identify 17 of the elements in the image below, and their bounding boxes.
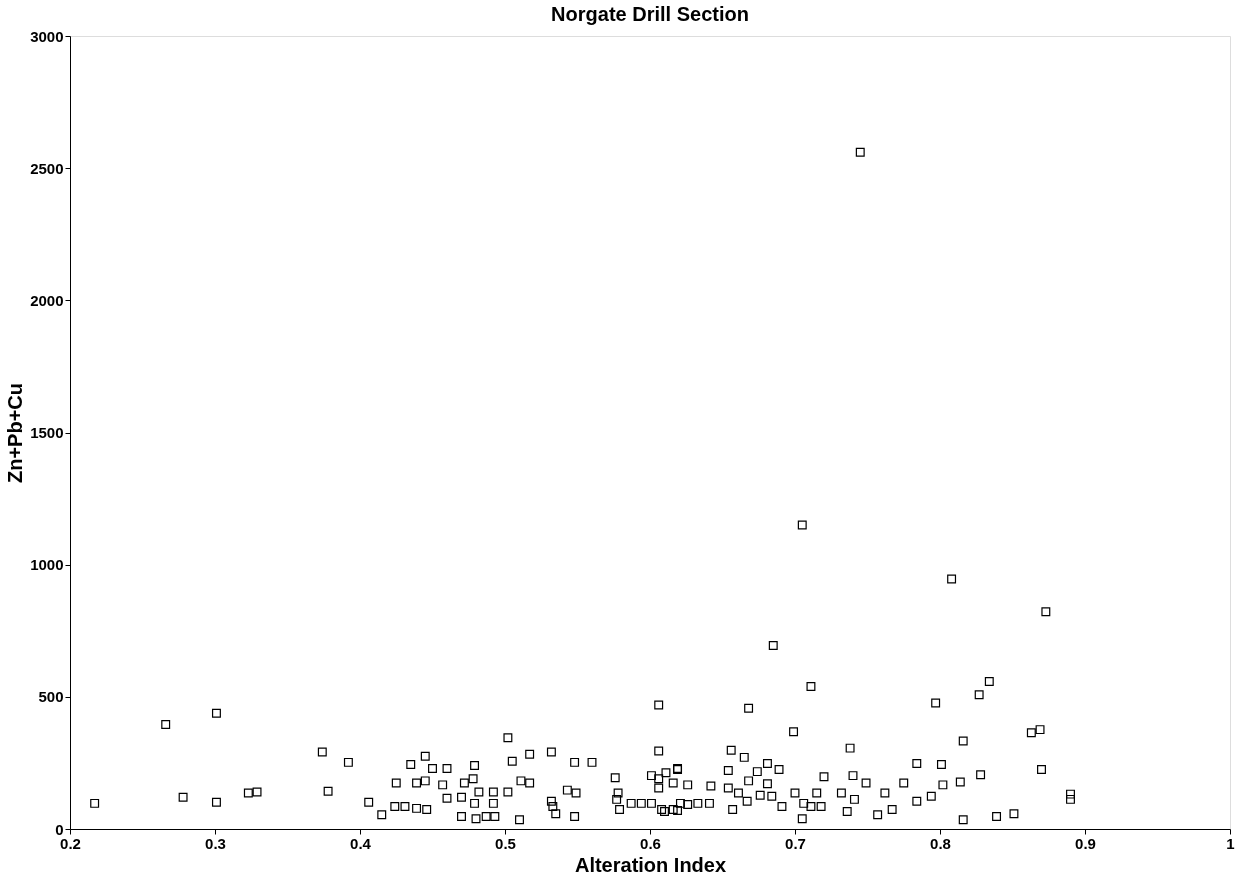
x-tick-label: 0.5 [495,834,516,852]
y-axis-title: Zn+Pb+Cu [4,382,27,484]
x-tick-label: 0.8 [930,834,951,852]
x-tick-label: 0.3 [205,834,226,852]
y-tick-label: 1000 [30,556,64,574]
x-tick-label: 0.4 [350,834,372,852]
chart-title: Norgate Drill Section [551,3,749,25]
x-tick-label: 0.9 [1075,834,1096,852]
y-tick-label: 2000 [30,291,64,309]
y-tick-label: 500 [38,688,64,706]
x-tick-label: 0.7 [785,834,806,852]
x-tick-label: 0.6 [640,834,661,852]
y-tick-label: 3000 [30,27,64,45]
x-tick-label: 1 [1226,834,1235,852]
x-axis-title: Alteration Index [574,853,727,876]
y-tick-label: 2500 [30,159,64,177]
y-tick-label: 1500 [30,424,64,441]
